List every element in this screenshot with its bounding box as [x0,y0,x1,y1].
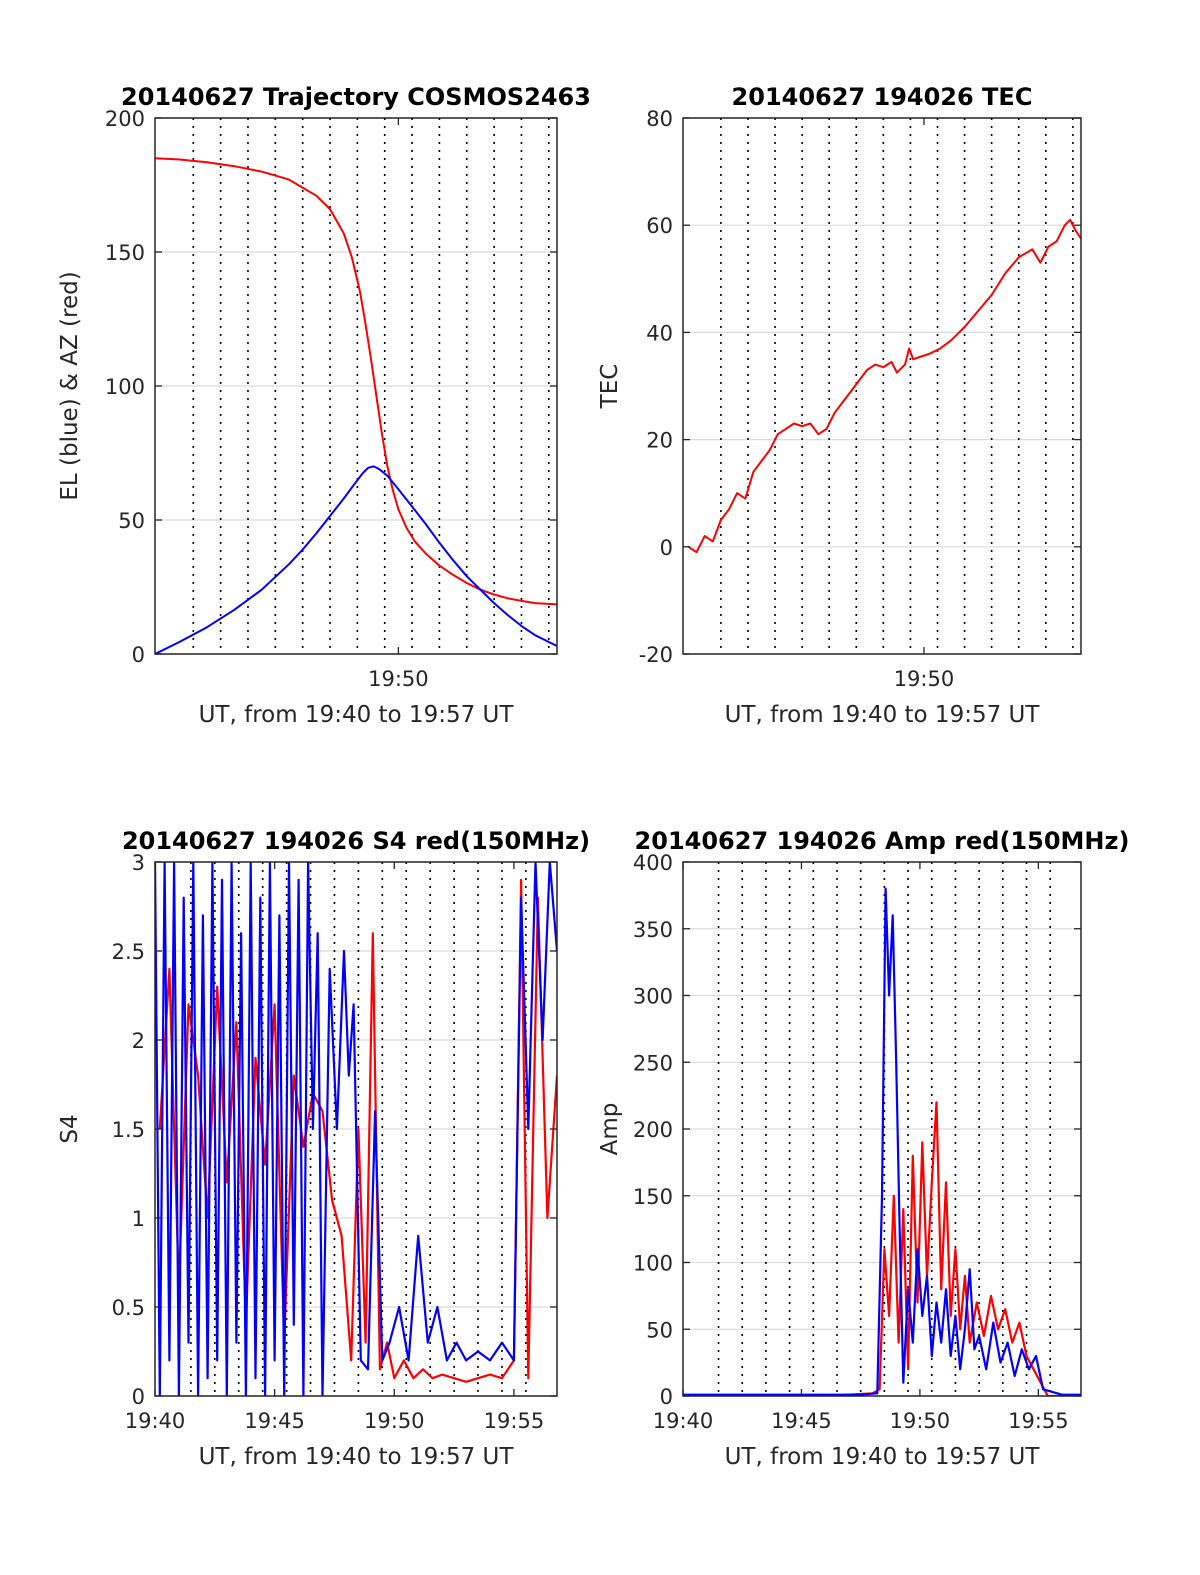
y-tick-label: -20 [639,643,673,667]
y-tick-label: 400 [633,851,673,875]
y-tick-labels: 0 50 100 150 200 250 300 350 400 [633,851,1081,1409]
series-line-red [683,1101,1081,1396]
y-tick-labels: 0 0.5 1 1.5 2 2.5 3 [112,851,557,1409]
dotted-time-markers [720,118,1074,654]
chart-title: 20140627 194026 S4 red(150MHz) [122,827,590,855]
series-group [155,862,557,1396]
x-tick-label: 19:40 [653,1409,714,1433]
series-line-el [155,465,557,654]
series-line-blue [155,862,557,1396]
y-tick-label: 60 [646,214,673,238]
x-tick-label: 19:55 [484,1409,545,1433]
y-tick-label: 100 [633,1252,673,1276]
y-tick-label: 200 [105,107,145,131]
x-tick-label: 19:50 [368,667,429,691]
y-tick-labels: -20 0 20 40 60 80 [639,107,1081,667]
y-tick-label: 2 [132,1029,145,1053]
y-tick-label: 350 [633,918,673,942]
x-axis-label: UT, from 19:40 to 19:57 UT [199,1444,515,1470]
y-tick-label: 200 [633,1118,673,1142]
series-line-red [158,878,557,1383]
y-tick-label: 40 [646,321,673,345]
series-line-blue [683,887,1081,1396]
x-tick-label: 19:55 [1008,1409,1069,1433]
y-tick-label: 150 [105,241,145,265]
s4-chart: 19:40 19:45 19:50 19:55 0 0.5 1 1.5 2 2.5 3 20140… [57,827,590,1470]
x-tick-labels: 19:40 19:45 19:50 19:55 [653,862,1069,1433]
series-group [683,887,1081,1396]
chart-title: 20140627 Trajectory COSMOS2463 [121,83,591,111]
x-tick-label: 19:50 [890,1409,951,1433]
y-axis-label: EL (blue) & AZ (red) [57,271,83,500]
y-axis-label: S4 [57,1114,83,1143]
chart-title: 20140627 194026 TEC [732,83,1033,111]
chart-title: 20140627 194026 Amp red(150MHz) [635,827,1130,855]
x-tick-labels: 19:40 19:45 19:50 19:55 [125,862,544,1433]
y-tick-label: 300 [633,985,673,1009]
y-tick-label: 0 [132,643,145,667]
y-tick-label: 1 [132,1207,145,1231]
x-tick-label: 19:45 [244,1409,305,1433]
amp-chart: 19:40 19:45 19:50 19:55 0 50 100 150 200 250 300 3… [597,827,1129,1470]
x-tick-labels: 19:50 [894,118,955,691]
grid-lines [683,117,1081,655]
y-tick-label: 20 [646,429,673,453]
y-tick-label: 80 [646,107,673,131]
y-axis-label: TEC [597,364,623,410]
x-axis-label: UT, from 19:40 to 19:57 UT [199,702,515,728]
dotted-time-markers [190,862,527,1396]
tec-chart: 19:50 -20 0 20 40 60 80 20140627 194026 TEC U… [597,83,1082,728]
x-tick-labels: 19:50 [368,118,429,691]
y-tick-label: 0 [660,1385,673,1409]
y-tick-labels: 0 50 100 150 200 [105,107,557,667]
y-tick-label: 3 [132,851,145,875]
series-line-tec [687,218,1081,554]
y-tick-label: 50 [646,1318,673,1342]
y-tick-label: 150 [633,1185,673,1209]
y-tick-label: 100 [105,375,145,399]
series-group [687,218,1081,554]
grid-lines [155,117,557,655]
y-tick-label: 50 [118,509,145,533]
series-group [155,157,557,654]
trajectory-chart: 19:50 0 50 100 150 200 20140627 Trajectory C… [57,83,591,728]
y-tick-label: 0 [660,536,673,560]
y-tick-label: 250 [633,1051,673,1075]
dotted-time-markers [192,118,550,654]
x-tick-label: 19:40 [125,1409,186,1433]
y-tick-label: 2.5 [112,940,145,964]
x-axis-label: UT, from 19:40 to 19:57 UT [725,1444,1041,1470]
y-tick-label: 0.5 [112,1296,145,1320]
y-tick-label: 0 [132,1385,145,1409]
plot-frame [682,117,1082,655]
y-axis-label: Amp [597,1103,623,1156]
x-axis-label: UT, from 19:40 to 19:57 UT [725,702,1041,728]
x-tick-label: 19:50 [364,1409,425,1433]
x-tick-label: 19:50 [894,667,955,691]
x-tick-label: 19:45 [771,1409,832,1433]
series-line-az [155,157,557,606]
y-tick-label: 1.5 [112,1118,145,1142]
